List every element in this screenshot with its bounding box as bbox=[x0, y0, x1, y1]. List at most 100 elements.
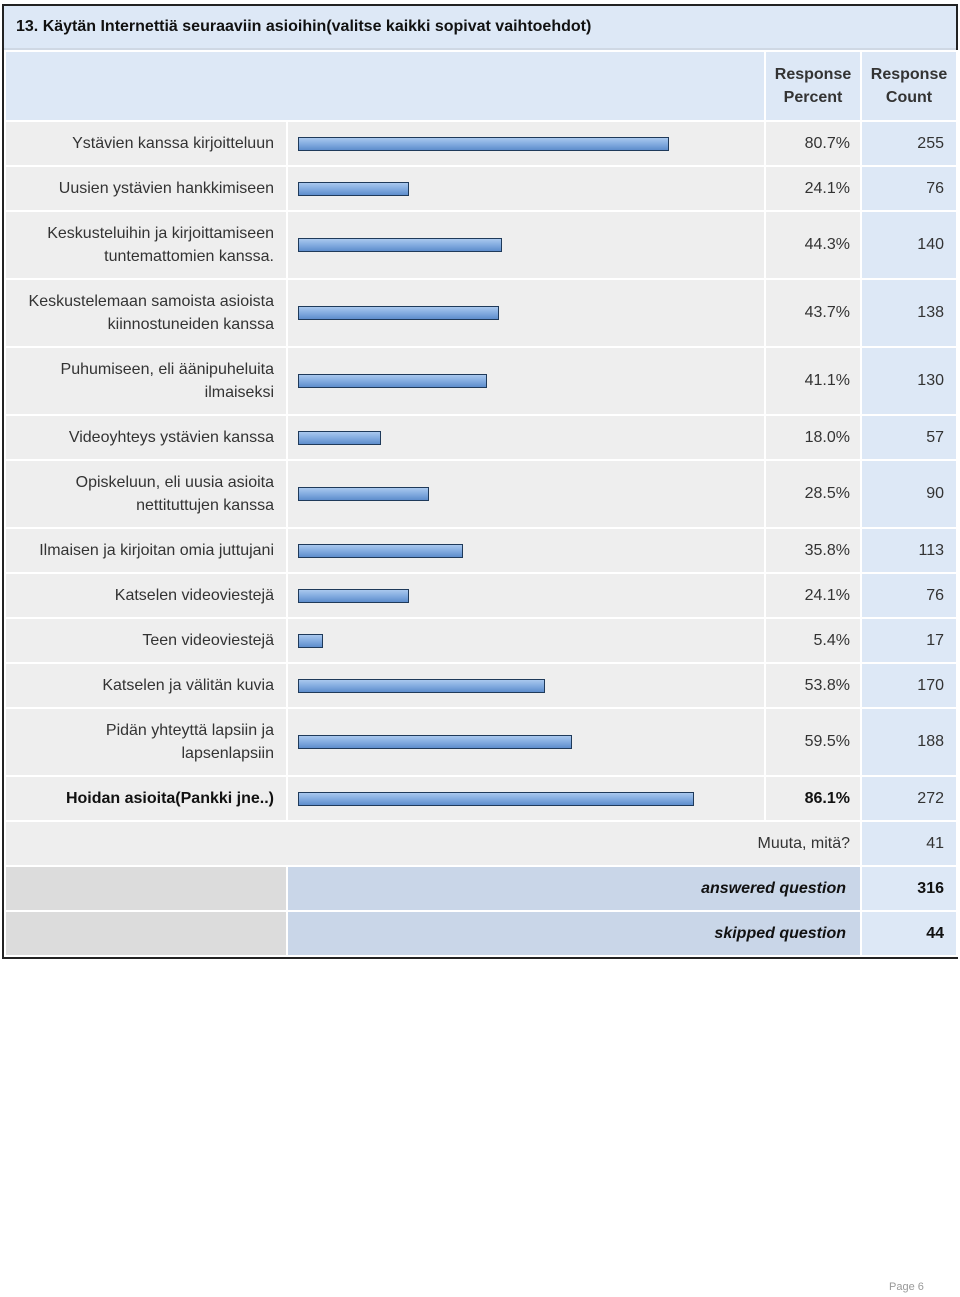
bar-cell bbox=[286, 775, 766, 822]
survey-results-table: 13. Käytän Internettiä seuraaviin asioih… bbox=[2, 4, 958, 959]
answer-label: Katselen ja välitän kuvia bbox=[4, 662, 288, 709]
answer-label: Ystävien kanssa kirjoitteluun bbox=[4, 120, 288, 167]
answer-row: Pidän yhteyttä lapsiin ja lapsenlapsiin 5… bbox=[4, 707, 958, 777]
response-count-header-line1: Response bbox=[870, 66, 948, 83]
response-percent: 18.0% bbox=[764, 414, 862, 461]
answered-row: answered question 316 bbox=[4, 865, 958, 912]
answered-blank bbox=[4, 865, 288, 912]
response-count: 76 bbox=[860, 165, 958, 212]
answer-row: Ystävien kanssa kirjoitteluun 80.7% 255 bbox=[4, 120, 958, 167]
response-count-header-line2: Count bbox=[885, 89, 933, 106]
answer-label: Uusien ystävien hankkimiseen bbox=[4, 165, 288, 212]
percent-bar bbox=[298, 588, 409, 603]
bar-cell bbox=[286, 662, 766, 709]
percent-bar bbox=[298, 487, 429, 501]
answer-label: Hoidan asioita(Pankki jne..) bbox=[4, 775, 288, 822]
answer-label: Keskustelemaan samoista asioista kiinnos… bbox=[4, 278, 288, 348]
percent-bar bbox=[298, 136, 669, 151]
answer-row: Katselen ja välitän kuvia 53.8% 170 bbox=[4, 662, 958, 709]
response-count: 130 bbox=[860, 346, 958, 416]
header-blank bbox=[4, 50, 766, 122]
bar-cell bbox=[286, 210, 766, 280]
other-label: Muuta, mitä? bbox=[4, 820, 862, 867]
response-percent: 44.3% bbox=[764, 210, 862, 280]
response-percent: 24.1% bbox=[764, 572, 862, 619]
answer-label: Keskusteluihin ja kirjoittamiseen tuntem… bbox=[4, 210, 288, 280]
percent-bar bbox=[298, 181, 409, 196]
answer-label: Ilmaisen ja kirjoitan omia juttujani bbox=[4, 527, 288, 574]
response-percent: 86.1% bbox=[764, 775, 862, 822]
page-number: Page 6 bbox=[889, 1281, 924, 1293]
percent-bar bbox=[298, 306, 499, 320]
percent-bar bbox=[298, 633, 323, 648]
response-count: 113 bbox=[860, 527, 958, 574]
answer-row: Keskusteluihin ja kirjoittamiseen tuntem… bbox=[4, 210, 958, 280]
response-count: 138 bbox=[860, 278, 958, 348]
skipped-question-label: skipped question bbox=[286, 910, 862, 957]
answer-label: Puhumiseen, eli äänipuheluita ilmaiseksi bbox=[4, 346, 288, 416]
percent-bar bbox=[298, 791, 694, 806]
percent-bar bbox=[298, 430, 381, 445]
answer-row: Keskustelemaan samoista asioista kiinnos… bbox=[4, 278, 958, 348]
other-row: Muuta, mitä? 41 bbox=[4, 820, 958, 867]
response-count: 140 bbox=[860, 210, 958, 280]
response-percent-header-line2: Percent bbox=[783, 89, 843, 106]
response-count: 90 bbox=[860, 459, 958, 529]
answered-question-label: answered question bbox=[286, 865, 862, 912]
bar-cell bbox=[286, 120, 766, 167]
answer-row: Uusien ystävien hankkimiseen 24.1% 76 bbox=[4, 165, 958, 212]
response-percent: 41.1% bbox=[764, 346, 862, 416]
answer-label: Videoyhteys ystävien kanssa bbox=[4, 414, 288, 461]
answer-label: Pidän yhteyttä lapsiin ja lapsenlapsiin bbox=[4, 707, 288, 777]
response-percent: 5.4% bbox=[764, 617, 862, 664]
skipped-blank bbox=[4, 910, 288, 957]
response-percent: 24.1% bbox=[764, 165, 862, 212]
skipped-row: skipped question 44 bbox=[4, 910, 958, 957]
bar-cell bbox=[286, 459, 766, 529]
percent-bar bbox=[298, 735, 572, 749]
response-percent-header-line1: Response bbox=[774, 66, 852, 83]
skipped-question-value: 44 bbox=[860, 910, 958, 957]
other-count: 41 bbox=[860, 820, 958, 867]
answer-label: Opiskeluun, eli uusia asioita nettituttu… bbox=[4, 459, 288, 529]
percent-bar bbox=[298, 543, 463, 558]
answer-row: Katselen videoviestejä 24.1% 76 bbox=[4, 572, 958, 619]
bar-cell bbox=[286, 414, 766, 461]
response-count: 170 bbox=[860, 662, 958, 709]
answered-question-value: 316 bbox=[860, 865, 958, 912]
response-count: 188 bbox=[860, 707, 958, 777]
bar-cell bbox=[286, 572, 766, 619]
percent-bar bbox=[298, 374, 487, 388]
response-percent: 35.8% bbox=[764, 527, 862, 574]
answer-row: Videoyhteys ystävien kanssa 18.0% 57 bbox=[4, 414, 958, 461]
bar-cell bbox=[286, 346, 766, 416]
bar-cell bbox=[286, 165, 766, 212]
bar-cell bbox=[286, 707, 766, 777]
answer-row: Opiskeluun, eli uusia asioita nettituttu… bbox=[4, 459, 958, 529]
answer-label: Katselen videoviestejä bbox=[4, 572, 288, 619]
percent-bar bbox=[298, 238, 502, 252]
answer-row: Ilmaisen ja kirjoitan omia juttujani 35.8… bbox=[4, 527, 958, 574]
question-title: 13. Käytän Internettiä seuraaviin asioih… bbox=[4, 6, 956, 50]
answer-row: Puhumiseen, eli äänipuheluita ilmaiseksi… bbox=[4, 346, 958, 416]
answer-row: Teen videoviestejä 5.4% 17 bbox=[4, 617, 958, 664]
response-percent: 59.5% bbox=[764, 707, 862, 777]
bar-cell bbox=[286, 527, 766, 574]
response-count-header: Response Count bbox=[860, 50, 958, 122]
answer-label: Teen videoviestejä bbox=[4, 617, 288, 664]
bar-cell bbox=[286, 617, 766, 664]
response-count: 17 bbox=[860, 617, 958, 664]
response-percent-header: Response Percent bbox=[764, 50, 862, 122]
response-count: 272 bbox=[860, 775, 958, 822]
response-count: 57 bbox=[860, 414, 958, 461]
response-count: 255 bbox=[860, 120, 958, 167]
percent-bar bbox=[298, 678, 545, 693]
response-percent: 53.8% bbox=[764, 662, 862, 709]
results-grid: Response Percent Response Count Ystävien… bbox=[4, 50, 958, 957]
header-row: Response Percent Response Count bbox=[4, 50, 958, 122]
answer-row: Hoidan asioita(Pankki jne..) 86.1% 272 bbox=[4, 775, 958, 822]
response-percent: 43.7% bbox=[764, 278, 862, 348]
response-percent: 28.5% bbox=[764, 459, 862, 529]
bar-cell bbox=[286, 278, 766, 348]
response-count: 76 bbox=[860, 572, 958, 619]
